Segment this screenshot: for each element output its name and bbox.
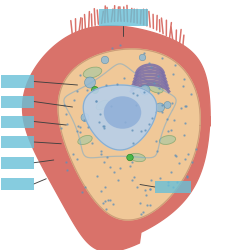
Ellipse shape [104, 96, 141, 129]
FancyBboxPatch shape [99, 9, 148, 26]
FancyBboxPatch shape [1, 116, 34, 128]
FancyBboxPatch shape [1, 178, 34, 190]
Ellipse shape [127, 154, 133, 161]
Ellipse shape [140, 85, 150, 95]
FancyBboxPatch shape [155, 181, 191, 193]
FancyBboxPatch shape [1, 157, 34, 169]
Ellipse shape [96, 100, 109, 110]
FancyBboxPatch shape [1, 136, 34, 148]
FancyBboxPatch shape [1, 76, 34, 88]
Ellipse shape [139, 54, 146, 61]
Ellipse shape [164, 102, 171, 108]
FancyBboxPatch shape [1, 96, 34, 108]
Ellipse shape [101, 56, 109, 64]
Ellipse shape [81, 114, 89, 122]
Ellipse shape [159, 136, 176, 144]
Polygon shape [58, 49, 200, 220]
Ellipse shape [84, 77, 96, 88]
Ellipse shape [83, 67, 102, 78]
Ellipse shape [92, 86, 98, 94]
Polygon shape [22, 26, 210, 250]
Ellipse shape [130, 153, 146, 162]
Ellipse shape [147, 82, 163, 93]
Ellipse shape [156, 103, 164, 112]
Ellipse shape [78, 136, 92, 144]
Polygon shape [83, 85, 157, 150]
